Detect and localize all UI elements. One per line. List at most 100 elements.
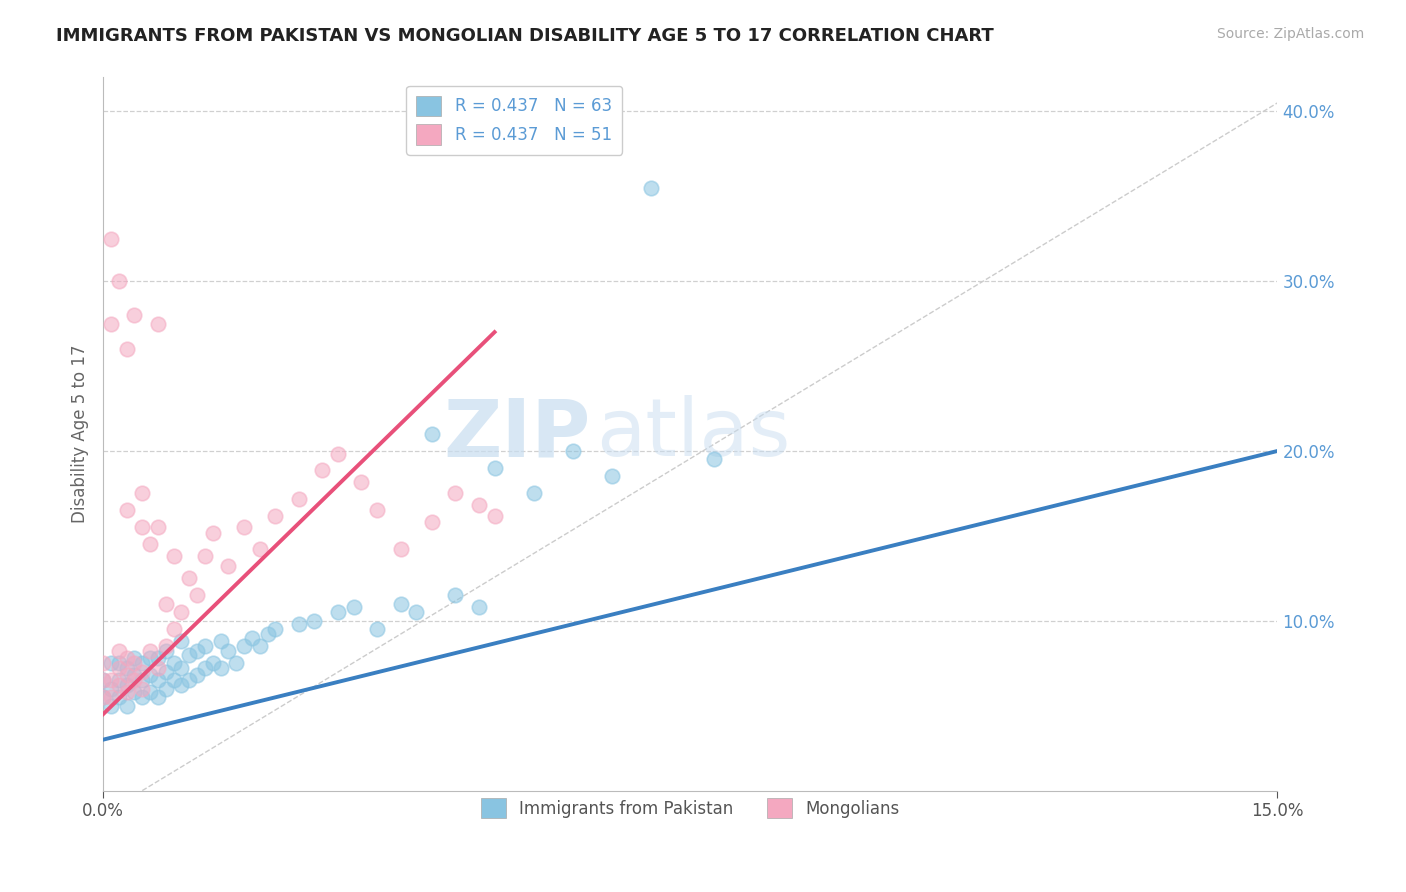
Point <box>100 317 122 331</box>
Point <box>91 673 114 688</box>
Point <box>124 668 146 682</box>
Point <box>139 668 162 682</box>
Point <box>217 644 239 658</box>
Point <box>162 549 184 564</box>
Text: IMMIGRANTS FROM PAKISTAN VS MONGOLIAN DISABILITY AGE 5 TO 17 CORRELATION CHART: IMMIGRANTS FROM PAKISTAN VS MONGOLIAN DI… <box>56 27 994 45</box>
Point <box>170 605 193 619</box>
Point <box>131 486 153 500</box>
Point <box>640 181 662 195</box>
Point <box>194 640 217 654</box>
Point <box>484 461 506 475</box>
Point <box>288 617 311 632</box>
Point <box>420 427 443 442</box>
Point <box>523 486 546 500</box>
Point <box>170 634 193 648</box>
Point <box>444 486 467 500</box>
Point <box>100 681 122 696</box>
Point <box>179 648 201 662</box>
Point <box>115 661 138 675</box>
Point <box>115 651 138 665</box>
Point <box>115 678 138 692</box>
Point <box>131 520 153 534</box>
Point <box>155 681 177 696</box>
Point <box>350 475 373 489</box>
Text: ZIP: ZIP <box>443 395 591 473</box>
Point <box>91 657 114 671</box>
Point <box>217 559 239 574</box>
Point <box>194 549 217 564</box>
Point <box>115 668 138 682</box>
Point <box>264 622 287 636</box>
Point <box>146 673 169 688</box>
Point <box>146 317 169 331</box>
Point <box>366 503 388 517</box>
Point <box>389 542 412 557</box>
Point <box>468 600 491 615</box>
Point <box>107 690 129 705</box>
Point <box>288 491 311 506</box>
Point <box>311 463 333 477</box>
Point <box>249 640 271 654</box>
Point <box>468 499 491 513</box>
Point <box>194 661 217 675</box>
Legend: Immigrants from Pakistan, Mongolians: Immigrants from Pakistan, Mongolians <box>474 791 907 825</box>
Point <box>170 661 193 675</box>
Point <box>240 631 263 645</box>
Point <box>146 690 169 705</box>
Point <box>139 537 162 551</box>
Point <box>170 678 193 692</box>
Point <box>107 661 129 675</box>
Point <box>124 685 146 699</box>
Point <box>209 634 232 648</box>
Point <box>100 690 122 705</box>
Point <box>484 508 506 523</box>
Point <box>131 673 153 688</box>
Point <box>304 614 326 628</box>
Point <box>264 508 287 523</box>
Point <box>139 651 162 665</box>
Point <box>100 657 122 671</box>
Point <box>366 622 388 636</box>
Point <box>131 665 153 679</box>
Point <box>124 673 146 688</box>
Point <box>146 520 169 534</box>
Point <box>343 600 366 615</box>
Point <box>233 520 256 534</box>
Point <box>209 661 232 675</box>
Point <box>162 673 184 688</box>
Point <box>91 690 114 705</box>
Point <box>107 644 129 658</box>
Point <box>115 342 138 356</box>
Point <box>100 232 122 246</box>
Point <box>186 644 208 658</box>
Point <box>155 665 177 679</box>
Point <box>139 685 162 699</box>
Point <box>389 597 412 611</box>
Point <box>146 661 169 675</box>
Point <box>186 588 208 602</box>
Point <box>139 644 162 658</box>
Point <box>155 644 177 658</box>
Point <box>444 588 467 602</box>
Point <box>179 673 201 688</box>
Point <box>162 622 184 636</box>
Point <box>326 447 349 461</box>
Point <box>233 640 256 654</box>
Point <box>131 681 153 696</box>
Point <box>155 597 177 611</box>
Point <box>115 685 138 699</box>
Point <box>703 452 725 467</box>
Point <box>107 678 129 692</box>
Point <box>131 657 153 671</box>
Point <box>146 651 169 665</box>
Point <box>115 698 138 713</box>
Point <box>124 657 146 671</box>
Point <box>201 657 224 671</box>
Text: atlas: atlas <box>596 395 790 473</box>
Point <box>600 469 623 483</box>
Point <box>124 308 146 322</box>
Point <box>179 571 201 585</box>
Point <box>420 516 443 530</box>
Y-axis label: Disability Age 5 to 17: Disability Age 5 to 17 <box>72 345 89 524</box>
Point <box>326 605 349 619</box>
